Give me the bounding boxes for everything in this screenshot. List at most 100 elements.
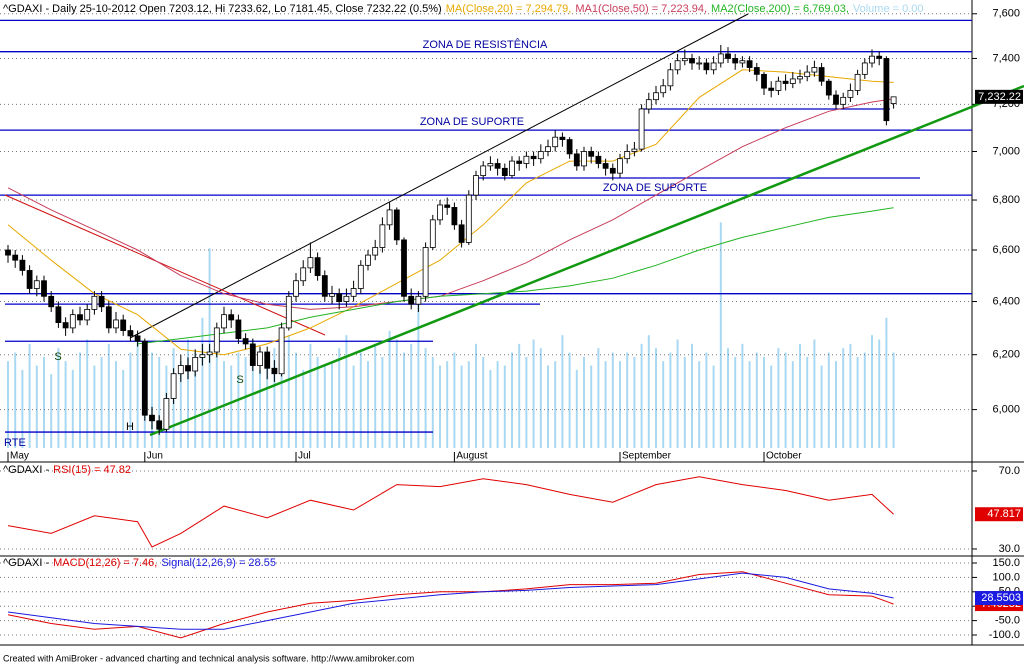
volume-bar [820,365,823,448]
candle-body [501,167,508,176]
volume-bar [57,348,60,448]
candle-body [307,257,314,269]
x-tick-label: Jun [147,451,163,462]
volume-bar [561,335,564,448]
volume-bar [856,356,859,448]
volume-bar [755,352,758,448]
x-tick-label: October [766,451,802,462]
volume-bar [35,365,38,448]
volume-bar [741,343,744,448]
candle-body [840,96,847,105]
panel-title: ^GDAXI - Daily 25-10-2012 Open 7203.12, … [3,3,442,15]
candle-body [789,78,796,84]
volume-bar [496,361,499,448]
candle-body [473,175,479,196]
x-tick-label: September [622,451,672,462]
candle-body [890,96,897,104]
candle-body [149,414,155,422]
volume-bar [359,352,362,448]
candle-body [156,420,163,430]
legend-name: Volume [853,3,890,15]
candle-body [26,270,33,289]
candle-body [631,148,638,152]
volume-bar [446,361,449,448]
candle-body [393,209,400,241]
indicator-line [7,571,894,639]
candle-body [465,194,472,243]
volume-bar [187,339,189,448]
candle-body [761,73,767,89]
volume-bar [698,361,701,448]
last-value-box [975,89,1023,104]
candle-body [314,257,321,276]
volume-bar [201,317,204,448]
candle-body [91,295,98,310]
candle-body [825,80,832,96]
volume-bar [107,343,110,448]
candle-body [365,254,371,266]
volume-bar [554,361,557,448]
volume-bar [460,365,463,448]
candle-body [494,163,501,169]
candle-body [717,53,724,64]
candle-body [213,327,220,353]
candle-body [19,259,26,271]
volume-bar [525,356,528,448]
candle-body [703,62,710,71]
volume-bar [691,343,693,448]
volume-bar [122,369,125,448]
candle-body [350,288,357,297]
panel-title: ^GDAXI - [3,464,49,476]
volume-bar [93,365,96,448]
candle-body [199,354,206,358]
candle-body [329,293,335,297]
candle-body [120,319,127,331]
volume-bar [518,343,521,448]
volume-bar [50,374,53,448]
candle-body [458,224,465,243]
trend-line [4,194,326,336]
volume-bar [215,343,218,448]
panel-title: ^GDAXI - [3,557,49,569]
volume-bar [719,222,722,448]
volume-bar [410,343,413,448]
candle-body [429,219,436,248]
volume-bar [878,339,881,448]
y-tick-label: 30.0 [999,543,1020,555]
volume-bar [86,339,89,448]
candle-body [379,224,386,248]
volume-bar [619,361,621,448]
candle-body [437,204,443,221]
candle-body [336,293,343,302]
candle-body [300,267,307,282]
last-value-label: 47.817 [987,508,1021,520]
volume-bar [482,356,485,448]
candle-body [372,247,379,256]
candle-body [523,155,530,164]
y-tick-label: 6,800 [992,194,1020,206]
panel-header: ^GDAXI - Daily 25-10-2012 Open 7203.12, … [3,3,923,15]
candle-body [98,295,105,308]
candle-body [69,314,76,329]
y-tick-label: 7,400 [992,52,1020,64]
y-tick-label: 6,000 [992,404,1020,416]
candle-body [624,151,631,160]
volume-bar [763,356,765,448]
volume-bar [338,348,341,448]
candle-body [725,53,731,59]
volume-bar [453,352,456,448]
volume-bar [417,300,420,448]
volume-bar [21,369,24,448]
volume-bar [403,352,405,448]
candle-body [163,398,170,430]
volume-bar [842,348,845,448]
annotation: ZONA DE SUPORTE [420,116,524,128]
volume-bar [626,352,629,448]
candle-body [545,146,551,152]
candle-body [192,357,199,372]
candle-body [833,94,839,105]
candle-body [617,158,623,174]
volume-bar [863,352,866,448]
candle-body [775,80,782,91]
volume-bar [374,343,377,448]
